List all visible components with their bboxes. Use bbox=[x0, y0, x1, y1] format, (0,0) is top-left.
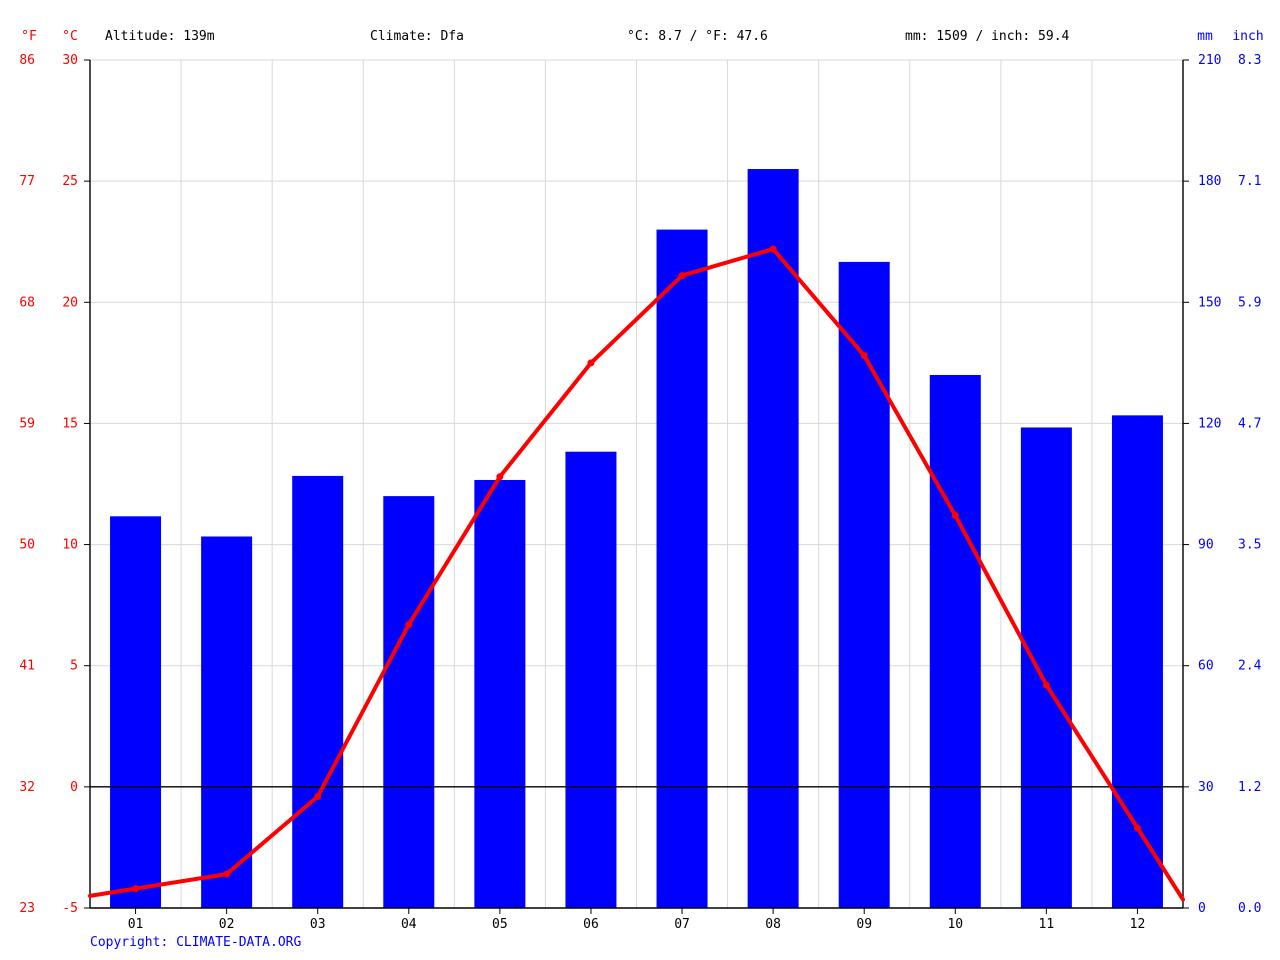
x-tick-label: 11 bbox=[1039, 917, 1055, 932]
x-tick-label: 08 bbox=[765, 917, 781, 932]
c-tick-label: 25 bbox=[62, 174, 78, 189]
temperature-point bbox=[679, 272, 686, 279]
temperature-point bbox=[223, 871, 230, 878]
precip-bar bbox=[930, 375, 981, 908]
mm-tick-label: 60 bbox=[1198, 659, 1214, 674]
inch-tick-label: 7.1 bbox=[1238, 174, 1261, 189]
axis-title-inch: inch bbox=[1232, 29, 1263, 44]
header-altitude: Altitude: 139m bbox=[105, 29, 215, 44]
f-tick-label: 59 bbox=[19, 416, 35, 431]
precip-bar bbox=[657, 230, 708, 908]
mm-tick-label: 0 bbox=[1198, 901, 1206, 916]
x-tick-label: 09 bbox=[856, 917, 872, 932]
x-tick-label: 06 bbox=[583, 917, 599, 932]
c-tick-label: 15 bbox=[62, 416, 78, 431]
temperature-point bbox=[587, 359, 594, 366]
x-tick-label: 02 bbox=[219, 917, 235, 932]
header-climate: Climate: Dfa bbox=[370, 29, 464, 44]
c-tick-label: 5 bbox=[70, 659, 78, 674]
mm-tick-label: 150 bbox=[1198, 295, 1221, 310]
mm-tick-label: 30 bbox=[1198, 780, 1214, 795]
x-tick-label: 07 bbox=[674, 917, 690, 932]
temperature-point bbox=[1043, 682, 1050, 689]
f-tick-label: 32 bbox=[19, 780, 35, 795]
inch-tick-label: 0.0 bbox=[1238, 901, 1261, 916]
precip-bar bbox=[201, 536, 252, 908]
c-tick-label: 0 bbox=[70, 780, 78, 795]
temperature-point bbox=[405, 621, 412, 628]
f-tick-label: 23 bbox=[19, 901, 35, 916]
f-tick-label: 68 bbox=[19, 295, 35, 310]
precip-bar bbox=[110, 516, 161, 908]
f-tick-label: 50 bbox=[19, 538, 35, 553]
x-tick-label: 12 bbox=[1130, 917, 1146, 932]
c-tick-label: 10 bbox=[62, 538, 78, 553]
inch-tick-label: 5.9 bbox=[1238, 295, 1261, 310]
inch-tick-label: 4.7 bbox=[1238, 416, 1261, 431]
axis-title-f: °F bbox=[21, 29, 37, 44]
f-tick-label: 41 bbox=[19, 659, 35, 674]
f-tick-label: 77 bbox=[19, 174, 35, 189]
header-temp: °C: 8.7 / °F: 47.6 bbox=[627, 29, 768, 44]
header-precip: mm: 1509 / inch: 59.4 bbox=[905, 29, 1070, 44]
mm-tick-label: 210 bbox=[1198, 53, 1221, 68]
precip-bar bbox=[292, 476, 343, 908]
copyright-text: Copyright: CLIMATE-DATA.ORG bbox=[90, 935, 301, 950]
temperature-point bbox=[770, 245, 777, 252]
x-tick-label: 10 bbox=[947, 917, 963, 932]
x-tick-label: 04 bbox=[401, 917, 417, 932]
c-tick-label: -5 bbox=[62, 901, 78, 916]
c-tick-label: 20 bbox=[62, 295, 78, 310]
precip-bar bbox=[565, 452, 616, 908]
temperature-point bbox=[861, 352, 868, 359]
f-tick-label: 86 bbox=[19, 53, 35, 68]
x-tick-label: 05 bbox=[492, 917, 508, 932]
axis-title-mm: mm bbox=[1197, 29, 1213, 44]
mm-tick-label: 90 bbox=[1198, 538, 1214, 553]
precip-bar bbox=[748, 169, 799, 908]
precip-bar bbox=[474, 480, 525, 908]
temperature-point bbox=[496, 473, 503, 480]
climate-chart: 01 02 03 04 05 06 07 08 09 10 11 12 -5 23 0 32 5 41 10 50 15… bbox=[0, 0, 1280, 960]
c-tick-label: 30 bbox=[62, 53, 78, 68]
precip-bar bbox=[1112, 415, 1163, 908]
mm-tick-label: 180 bbox=[1198, 174, 1221, 189]
temperature-point bbox=[1134, 825, 1141, 832]
inch-tick-label: 8.3 bbox=[1238, 53, 1261, 68]
temperature-point bbox=[952, 512, 959, 519]
temperature-point bbox=[314, 793, 321, 800]
precip-bar bbox=[383, 496, 434, 908]
temperature-point bbox=[132, 885, 139, 892]
inch-tick-label: 3.5 bbox=[1238, 538, 1261, 553]
mm-tick-label: 120 bbox=[1198, 416, 1221, 431]
inch-tick-label: 1.2 bbox=[1238, 780, 1261, 795]
precip-bar bbox=[1021, 427, 1072, 908]
x-tick-label: 03 bbox=[310, 917, 326, 932]
inch-tick-label: 2.4 bbox=[1238, 659, 1262, 674]
axis-title-c: °C bbox=[62, 29, 78, 44]
x-tick-label: 01 bbox=[128, 917, 144, 932]
